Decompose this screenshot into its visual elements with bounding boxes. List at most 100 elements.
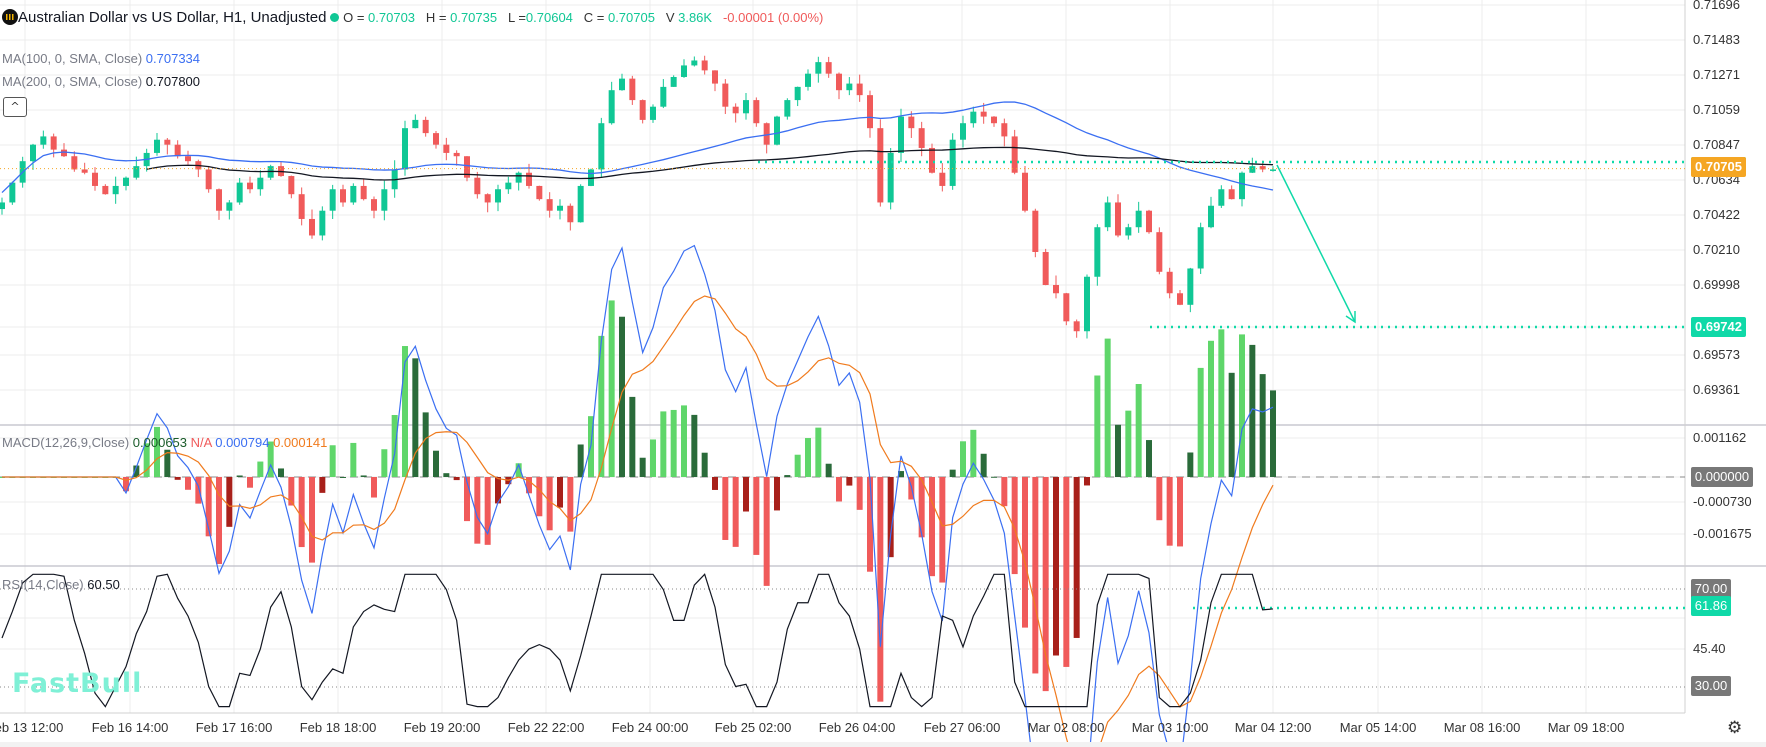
time-tick-label: Feb 17 16:00: [195, 720, 273, 735]
candle-body: [1011, 136, 1018, 173]
candle-body: [1125, 227, 1132, 236]
candle-body: [1042, 251, 1049, 285]
candle-body: [1239, 172, 1245, 200]
time-tick-label: Mar 05 14:00: [1339, 720, 1417, 735]
macd-tick-label: 0.001162: [1693, 430, 1747, 445]
candle-body: [154, 139, 160, 153]
candle-body: [92, 172, 98, 186]
candle-body: [205, 169, 212, 190]
macd-histogram-bar: [1042, 477, 1049, 692]
candle-body: [536, 185, 543, 200]
macd-histogram-bar: [1073, 477, 1080, 638]
macd-histogram-bar: [1187, 452, 1194, 477]
price-tick-label: 0.71271: [1693, 67, 1740, 82]
candle-body: [257, 177, 264, 190]
macd-histogram-bar: [1249, 344, 1256, 477]
macd-histogram-bar: [887, 477, 894, 558]
candle-body: [412, 119, 419, 129]
symbol-logo-icon: [2, 9, 18, 25]
settings-gear-icon[interactable]: ⚙: [1727, 718, 1743, 738]
candle-body: [836, 73, 842, 91]
rsi-value: 60.50: [87, 577, 120, 592]
candle-body: [918, 128, 925, 148]
arrow-head-icon: [1345, 311, 1356, 324]
macd-histogram-bar: [743, 477, 749, 512]
macd-histogram-bar: [154, 426, 160, 477]
macd-histogram-bar: [939, 477, 946, 583]
rsi-upper-tag: 70.00: [1691, 579, 1731, 599]
candle-body: [712, 70, 718, 84]
macd-histogram-bar: [846, 477, 853, 486]
time-tick-label: Mar 04 12:00: [1234, 720, 1312, 735]
bottom-strip: [0, 742, 1766, 747]
candle-body: [495, 189, 501, 203]
macd-histogram-bar: [236, 475, 243, 477]
macd-histogram-bar: [825, 463, 832, 477]
macd-na-value: N/A: [190, 435, 212, 450]
candle-body: [949, 139, 956, 186]
price-tick-label: 0.69998: [1693, 277, 1740, 292]
candle-body: [350, 185, 357, 203]
candle-body: [908, 116, 915, 129]
ma200-legend[interactable]: MA(200, 0, SMA, Close) 0.707800: [2, 74, 200, 89]
candle-body: [453, 152, 460, 157]
macd-histogram-bar: [1156, 477, 1163, 521]
low-label: L =: [507, 10, 526, 25]
candle-body: [1073, 321, 1080, 332]
macd-histogram-bar: [453, 477, 460, 481]
macd-histogram-bar: [650, 439, 656, 477]
candle-body: [939, 172, 946, 186]
macd-tick-label: -0.001675: [1693, 526, 1752, 541]
candle-body: [515, 172, 522, 183]
time-tick-label: Mar 02 08:00: [1027, 720, 1105, 735]
candle-body: [71, 156, 78, 170]
macd-histogram-bar: [1218, 329, 1225, 477]
candle-body: [329, 189, 336, 211]
macd-histogram-bar: [464, 477, 470, 522]
ma100-value: 0.707334: [145, 51, 201, 66]
candle-body: [929, 147, 935, 173]
time-tick-label: Feb 18 18:00: [299, 720, 377, 735]
candle-body: [784, 100, 791, 117]
macd-line-value: 0.000794: [215, 435, 270, 450]
price-tick-label: 0.71483: [1693, 32, 1740, 47]
candle-body: [226, 202, 233, 211]
macd-histogram-bar: [918, 477, 925, 538]
macd-histogram-bar: [991, 476, 997, 478]
macd-histogram-bar: [691, 414, 698, 477]
candle-body: [681, 65, 687, 77]
macd-histogram-bar: [805, 438, 811, 477]
macd-histogram-bar: [226, 477, 233, 527]
macd-histogram-bar: [567, 477, 574, 532]
collapse-indicators-button[interactable]: ^: [3, 97, 27, 117]
macd-histogram-bar: [660, 411, 667, 477]
candle-body: [608, 90, 615, 124]
ma100-legend[interactable]: MA(100, 0, SMA, Close) 0.707334: [2, 51, 200, 66]
candle-body: [1197, 227, 1204, 269]
macd-histogram-bar: [1259, 374, 1266, 477]
macd-histogram-bar: [1094, 375, 1101, 477]
macd-histogram-bar: [526, 477, 532, 494]
candle-body: [619, 78, 625, 91]
candle-body: [856, 83, 863, 96]
macd-histogram-value: 0.000653: [132, 435, 188, 450]
macd-histogram-bar: [1228, 372, 1235, 477]
rsi-legend[interactable]: RSI(14,Close) 60.50: [2, 577, 120, 592]
macd-histogram-bar: [1166, 477, 1173, 546]
candle-body: [763, 123, 770, 145]
macd-histogram-bar: [185, 477, 191, 490]
candle-body: [670, 76, 677, 87]
macd-legend[interactable]: MACD(12,26,9,Close) 0.000653 N/A 0.00079…: [2, 435, 327, 450]
macd-histogram-bar: [443, 473, 450, 477]
candle-body: [598, 123, 605, 170]
candle-body: [1177, 293, 1183, 305]
chevron-up-icon: ^: [10, 100, 20, 113]
time-tick-label: Feb 16 14:00: [91, 720, 169, 735]
candle-body: [288, 176, 295, 195]
price-tick-label: 0.69573: [1693, 347, 1740, 362]
candle-body: [402, 128, 408, 170]
macd-histogram-bar: [753, 477, 760, 555]
macd-tick-label: -0.000730: [1693, 494, 1752, 509]
